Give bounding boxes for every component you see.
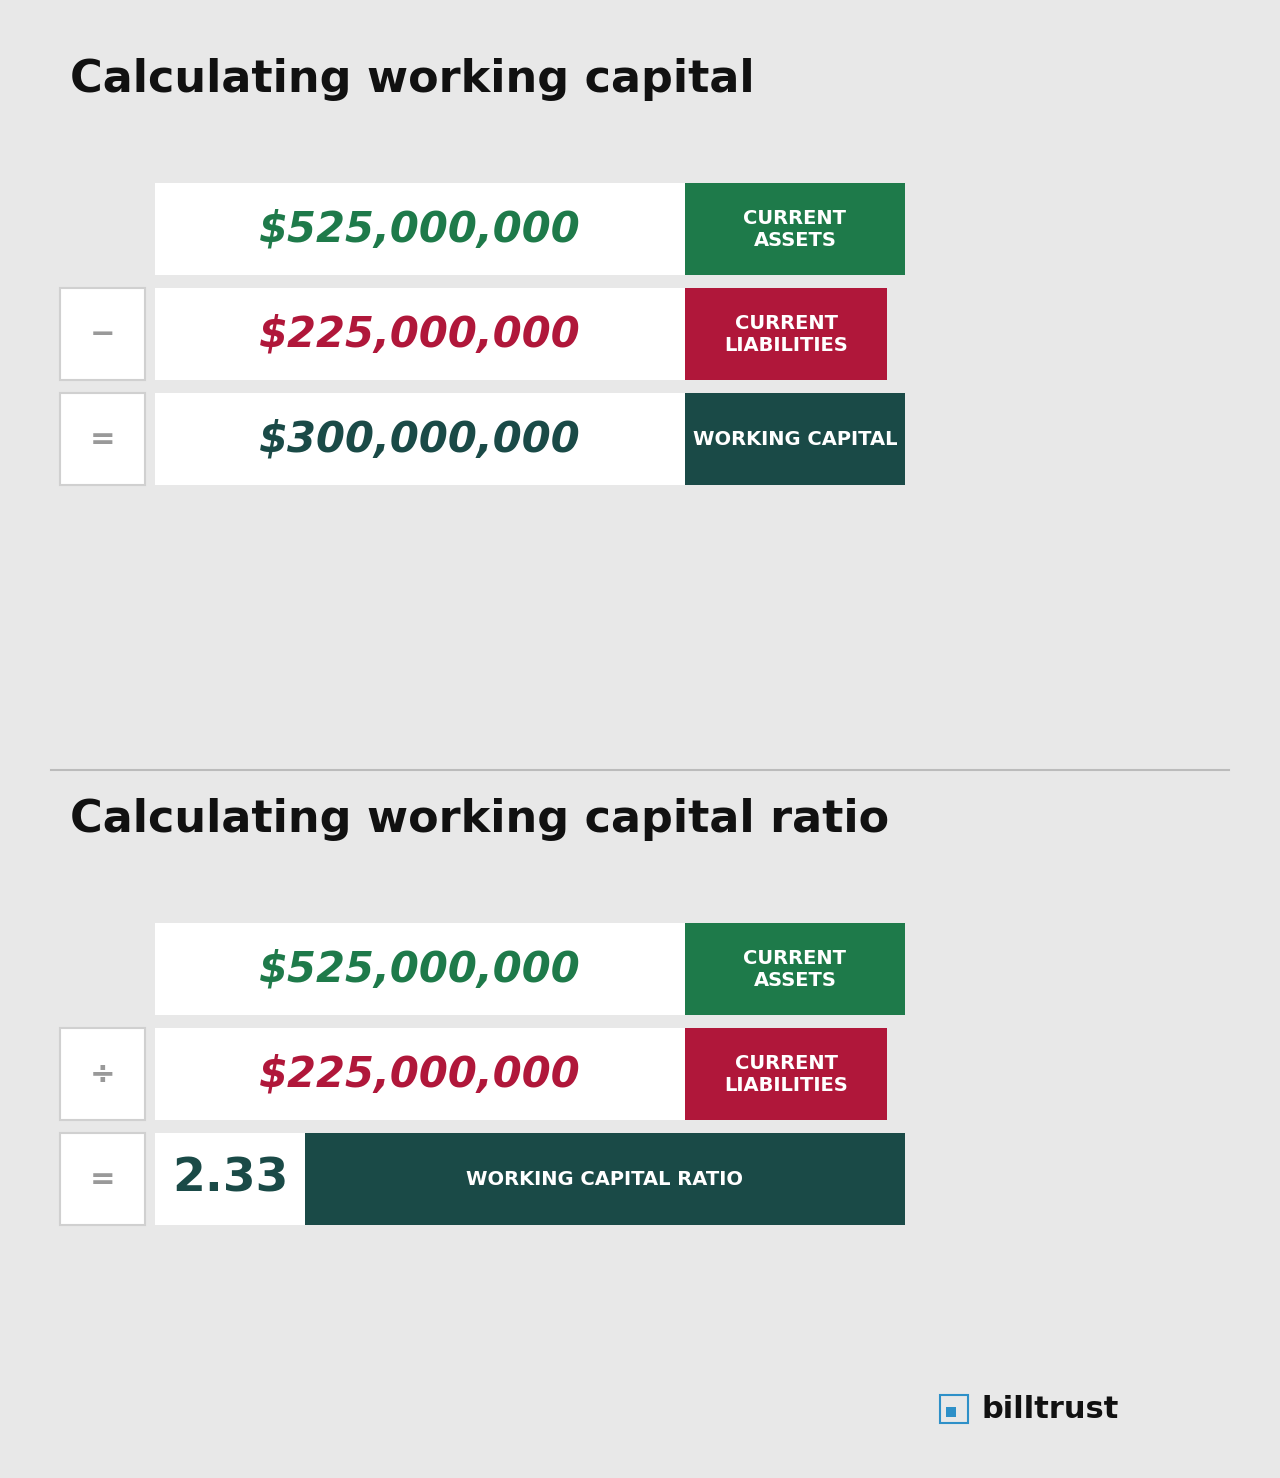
FancyBboxPatch shape bbox=[60, 393, 145, 485]
Text: billtrust: billtrust bbox=[982, 1395, 1120, 1423]
FancyBboxPatch shape bbox=[155, 1134, 905, 1225]
FancyBboxPatch shape bbox=[155, 922, 905, 1015]
FancyBboxPatch shape bbox=[155, 183, 905, 275]
Text: $525,000,000: $525,000,000 bbox=[259, 949, 581, 990]
FancyBboxPatch shape bbox=[60, 288, 145, 380]
Text: =: = bbox=[90, 1165, 115, 1194]
Text: WORKING CAPITAL RATIO: WORKING CAPITAL RATIO bbox=[466, 1169, 744, 1188]
FancyBboxPatch shape bbox=[155, 288, 887, 380]
FancyBboxPatch shape bbox=[155, 393, 685, 485]
FancyBboxPatch shape bbox=[155, 1029, 887, 1120]
FancyBboxPatch shape bbox=[685, 1029, 887, 1120]
FancyBboxPatch shape bbox=[685, 183, 905, 275]
Text: −: − bbox=[90, 319, 115, 349]
Text: $225,000,000: $225,000,000 bbox=[259, 1054, 581, 1095]
Text: Calculating working capital: Calculating working capital bbox=[70, 58, 755, 101]
FancyBboxPatch shape bbox=[60, 1134, 145, 1225]
Text: ÷: ÷ bbox=[90, 1060, 115, 1089]
Text: $525,000,000: $525,000,000 bbox=[259, 208, 581, 250]
Text: 2.33: 2.33 bbox=[172, 1157, 288, 1202]
FancyBboxPatch shape bbox=[685, 393, 905, 485]
Text: CURRENT
ASSETS: CURRENT ASSETS bbox=[744, 949, 846, 990]
Text: CURRENT
LIABILITIES: CURRENT LIABILITIES bbox=[724, 313, 849, 355]
Text: $225,000,000: $225,000,000 bbox=[259, 313, 581, 355]
Text: $300,000,000: $300,000,000 bbox=[259, 418, 581, 460]
FancyBboxPatch shape bbox=[60, 1029, 145, 1120]
FancyBboxPatch shape bbox=[305, 1134, 905, 1225]
Text: Calculating working capital ratio: Calculating working capital ratio bbox=[70, 798, 890, 841]
Text: WORKING CAPITAL: WORKING CAPITAL bbox=[692, 430, 897, 449]
FancyBboxPatch shape bbox=[685, 288, 887, 380]
Text: CURRENT
LIABILITIES: CURRENT LIABILITIES bbox=[724, 1054, 849, 1095]
FancyBboxPatch shape bbox=[685, 922, 905, 1015]
Bar bbox=[940, 1395, 968, 1423]
Text: CURRENT
ASSETS: CURRENT ASSETS bbox=[744, 208, 846, 250]
Bar bbox=[946, 1407, 956, 1417]
Text: =: = bbox=[90, 424, 115, 454]
